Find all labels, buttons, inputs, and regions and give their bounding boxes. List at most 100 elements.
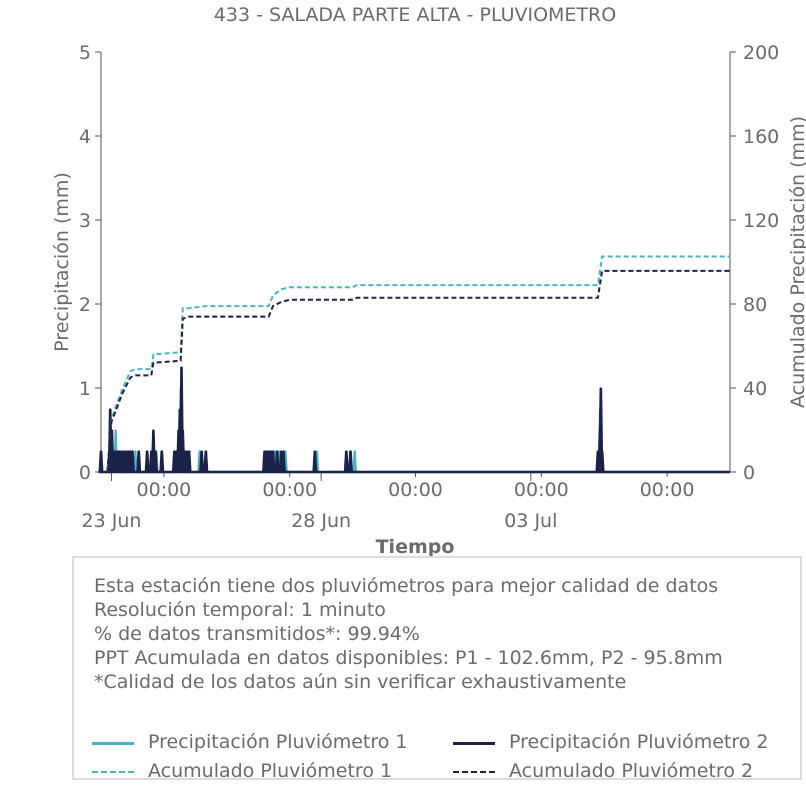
x-tick-time-label: 00:00 xyxy=(137,479,192,501)
y-right-tick-label: 80 xyxy=(743,294,767,316)
precip-point xyxy=(274,450,276,452)
y-tick-label: 2 xyxy=(79,294,91,316)
precip-line xyxy=(98,366,730,474)
precip-point xyxy=(152,429,155,431)
y-tick-label: 5 xyxy=(79,42,91,64)
y-tick-label: 3 xyxy=(79,210,91,232)
info-line-transmitted: % de datos transmitidos*: 99.94% xyxy=(94,623,420,645)
x-tick-time-label: 00:00 xyxy=(388,479,443,501)
precip-point xyxy=(100,450,102,452)
precip-point xyxy=(114,450,117,452)
x-axis-label: Tiempo xyxy=(376,536,455,558)
precip-point xyxy=(284,450,287,452)
precip-point xyxy=(112,450,115,452)
precip-point xyxy=(161,450,163,452)
y-right-tick-label: 120 xyxy=(743,210,779,232)
info-line-ppt: PPT Acumulada en datos disponibles: P1 -… xyxy=(94,647,723,669)
info-box: Esta estación tiene dos pluviómetros par… xyxy=(72,556,802,782)
chart-marks xyxy=(98,255,730,474)
precip-line xyxy=(101,387,730,474)
precip-point xyxy=(109,408,112,410)
legend-swatch-a2 xyxy=(453,771,495,773)
series-2 xyxy=(98,366,730,474)
series-1 xyxy=(101,387,730,474)
precip-point xyxy=(116,450,119,452)
y-right-tick-label: 40 xyxy=(743,378,767,400)
precip-point xyxy=(314,450,316,452)
precip-point xyxy=(188,450,190,452)
precip-point xyxy=(175,450,178,452)
precip-point xyxy=(119,450,121,452)
info-line-quality: *Calidad de los datos aún sin verificar … xyxy=(94,671,627,693)
info-line-resolution: Resolución temporal: 1 minuto xyxy=(94,599,386,621)
precip-point xyxy=(173,450,176,452)
precip-point xyxy=(131,450,134,452)
precip-point xyxy=(601,450,603,452)
precip-point xyxy=(263,450,266,452)
precip-point xyxy=(150,450,153,452)
legend-label-a2: Acumulado Pluviómetro 2 xyxy=(509,760,754,782)
cumulative-line xyxy=(106,255,730,473)
y-tick-label: 4 xyxy=(79,126,91,148)
precip-point xyxy=(121,450,123,452)
y-tick-label: 1 xyxy=(79,378,91,400)
precip-point xyxy=(186,450,188,452)
axes: 0 1 2 3 4 5 0 40 80 120 160 200 00:00 00:00 00:00 00:00… xyxy=(79,42,779,532)
series-4 xyxy=(106,269,730,473)
legend-swatch-p2 xyxy=(453,742,495,745)
precip-point xyxy=(600,387,602,389)
precip-point xyxy=(125,450,127,452)
legend-label-a1: Acumulado Pluviómetro 1 xyxy=(148,760,393,782)
x-tick-date-label: 23 Jun xyxy=(82,510,142,532)
precip-point xyxy=(265,450,268,452)
x-tick-date-label: 03 Jul xyxy=(504,510,557,532)
y-tick-label: 0 xyxy=(79,462,91,484)
legend-swatch-p1 xyxy=(92,742,134,745)
y-right-tick-label: 0 xyxy=(743,462,755,484)
y-right-tick-label: 200 xyxy=(743,42,779,64)
x-tick-date-label: 28 Jun xyxy=(291,510,351,532)
precip-point xyxy=(154,450,157,452)
precip-point xyxy=(134,450,137,452)
precip-point xyxy=(345,450,348,452)
chart: 433 - SALADA PARTE ALTA - PLUVIOMETRO 0 1… xyxy=(51,4,806,558)
precip-point xyxy=(597,450,599,452)
precip-point xyxy=(270,450,272,452)
y-axis-label: Precipitación (mm) xyxy=(51,172,73,352)
precip-point xyxy=(198,450,201,452)
precip-point xyxy=(181,429,184,431)
precip-point xyxy=(282,450,285,452)
precip-point xyxy=(267,450,270,452)
precip-point xyxy=(276,450,278,452)
x-tick-time-label: 00:00 xyxy=(262,479,317,501)
legend-label-p2: Precipitación Pluviómetro 2 xyxy=(509,731,769,753)
x-tick-time-label: 00:00 xyxy=(514,479,569,501)
y-axis-right-label: Acumulado Precipitación (mm) xyxy=(787,116,806,408)
precip-point xyxy=(179,408,181,410)
precip-point xyxy=(177,429,180,431)
precip-point xyxy=(278,450,281,452)
legend-label-p1: Precipitación Pluviómetro 1 xyxy=(148,731,408,753)
series-3 xyxy=(106,255,730,473)
precip-point xyxy=(180,366,183,368)
precip-point xyxy=(349,450,352,452)
precip-point xyxy=(146,450,148,452)
precip-point xyxy=(200,450,203,452)
cumulative-line xyxy=(106,269,730,473)
precip-point xyxy=(599,429,601,431)
precip-point xyxy=(127,450,130,452)
precip-point xyxy=(272,450,274,452)
precip-point xyxy=(114,429,117,431)
precip-point xyxy=(353,450,356,452)
precip-point xyxy=(184,450,186,452)
chart-title: 433 - SALADA PARTE ALTA - PLUVIOMETRO xyxy=(214,4,616,26)
y-right-tick-label: 160 xyxy=(743,126,779,148)
precip-point xyxy=(316,450,318,452)
legend-swatch-a1 xyxy=(92,771,134,773)
precip-point xyxy=(129,450,132,452)
precip-point xyxy=(123,450,125,452)
precip-point xyxy=(137,450,140,452)
precip-point xyxy=(280,450,283,452)
precip-point xyxy=(205,450,207,452)
x-tick-time-label: 00:00 xyxy=(640,479,695,501)
